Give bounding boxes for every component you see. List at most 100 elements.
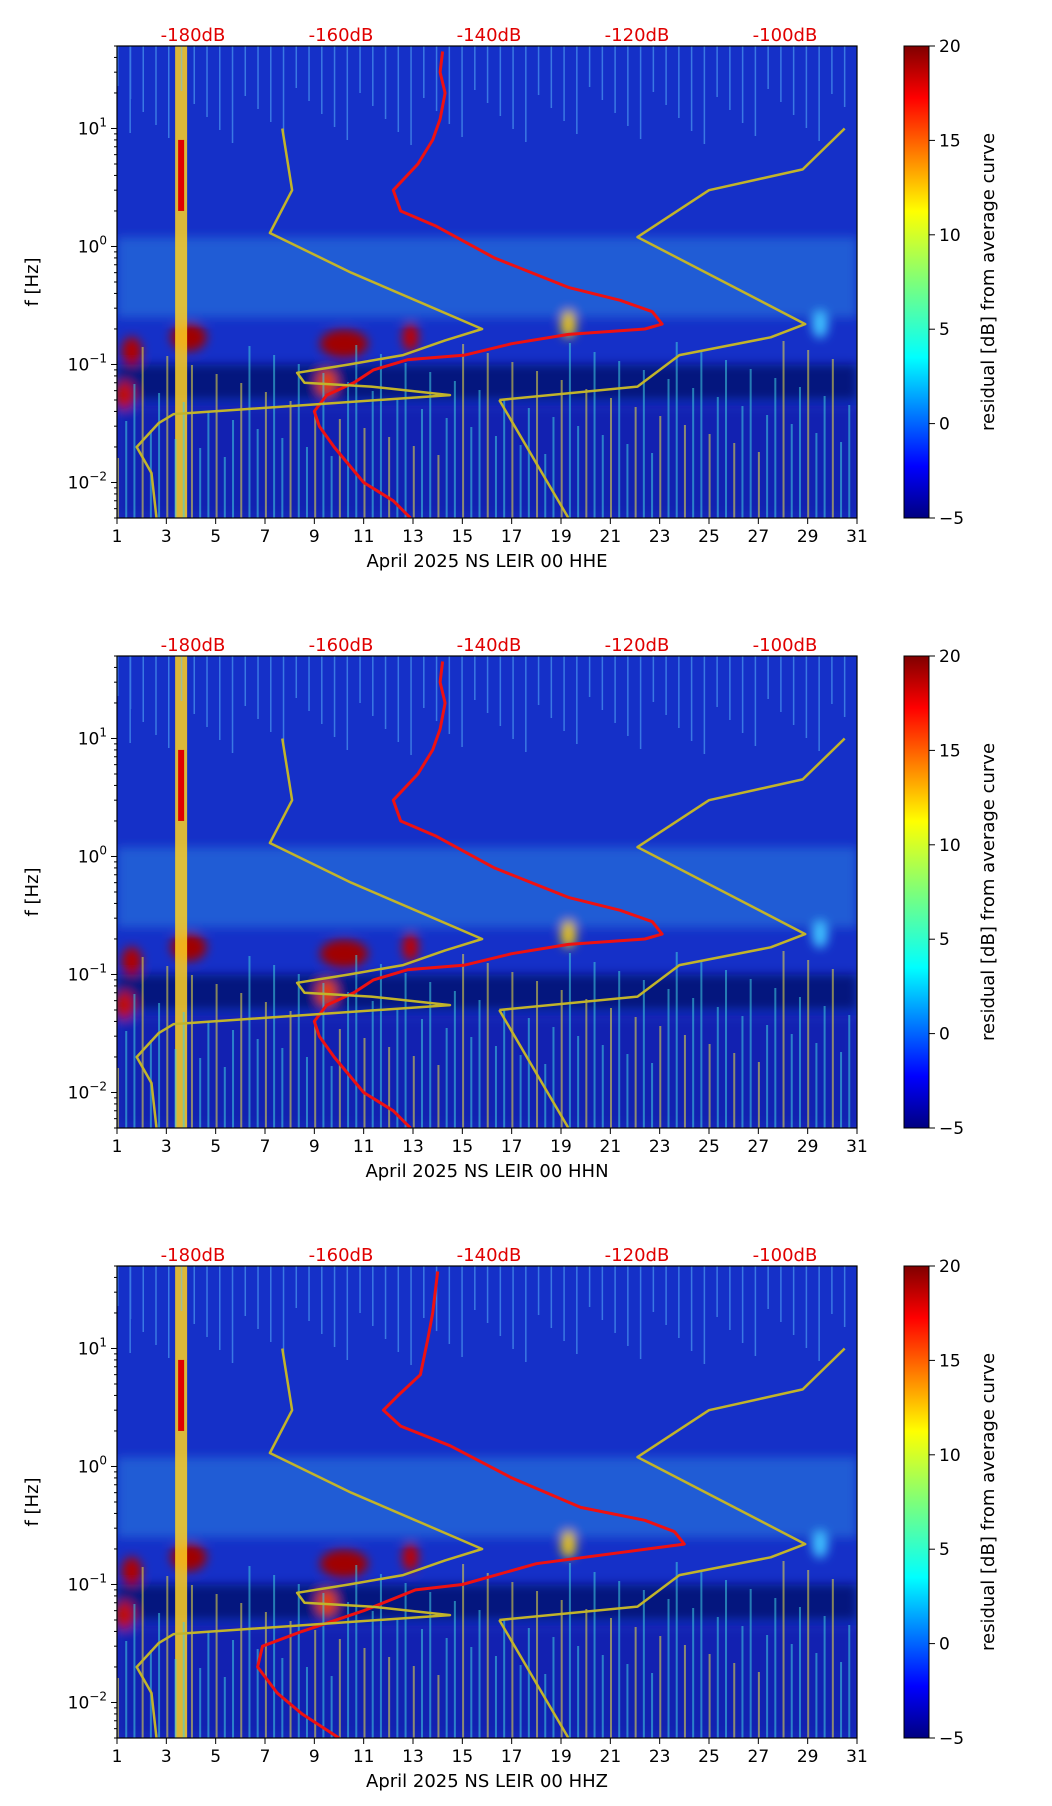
streak — [421, 409, 424, 518]
x-axis-label: April 2025 NS LEIR 00 HHN — [365, 1161, 608, 1182]
streak — [749, 979, 752, 1128]
streak — [321, 656, 323, 724]
streak — [525, 656, 527, 752]
streak — [831, 359, 834, 518]
streak — [601, 46, 604, 100]
db-scale-label: -160dB — [309, 1245, 374, 1266]
streak — [244, 656, 247, 706]
y-tick-exponent: 0 — [99, 843, 107, 857]
red-noise-curve — [312, 51, 664, 518]
db-scale-label: -180dB — [161, 1245, 226, 1266]
streak — [117, 1068, 119, 1128]
colorbar-tick-label: 10 — [939, 836, 961, 856]
streak — [445, 1638, 448, 1738]
streak — [281, 1048, 284, 1128]
streak — [219, 1266, 221, 1350]
persistent-signal-column — [175, 46, 188, 518]
streak — [780, 656, 782, 712]
streak — [346, 46, 349, 140]
x-tick-label: 7 — [260, 527, 271, 547]
streak — [790, 1644, 793, 1738]
x-tick-label: 31 — [846, 1137, 868, 1157]
streak — [330, 1066, 333, 1128]
streak — [544, 1674, 547, 1738]
microseism-band — [117, 847, 857, 928]
colorbar-tick-label: 15 — [939, 1351, 961, 1371]
y-tick-label: 100 — [78, 233, 107, 257]
streak — [168, 656, 170, 748]
streak — [805, 656, 808, 738]
x-tick-label: 15 — [452, 1747, 474, 1767]
streak — [168, 46, 170, 138]
y-tick-label: 10−2 — [68, 1689, 107, 1713]
streak — [780, 46, 782, 102]
streak — [182, 1012, 185, 1128]
streak — [232, 420, 235, 518]
y-tick-base: 10 — [68, 355, 90, 375]
streak — [190, 365, 193, 518]
hf-streaks — [117, 1266, 857, 1365]
streak — [634, 1017, 637, 1128]
streak — [355, 345, 358, 518]
hf-streaks — [117, 656, 857, 755]
streak — [823, 396, 826, 518]
streak — [774, 1598, 777, 1738]
streak — [410, 1266, 412, 1365]
x-tick-label: 1 — [112, 527, 123, 547]
streak — [593, 962, 596, 1128]
streak — [295, 46, 298, 88]
energy-burst — [812, 1530, 828, 1559]
streak — [511, 972, 514, 1128]
streak — [429, 372, 432, 518]
streak — [158, 1003, 161, 1128]
x-tick-label: 3 — [161, 1137, 172, 1157]
streak — [767, 46, 769, 89]
streak — [831, 46, 833, 94]
streak — [716, 656, 718, 707]
streak — [372, 46, 374, 106]
streak — [448, 1266, 451, 1344]
y-tick-label: 101 — [78, 725, 107, 749]
streak — [379, 354, 382, 518]
y-tick-exponent: −2 — [89, 469, 107, 483]
streak — [363, 428, 366, 518]
streak — [733, 1663, 736, 1738]
streak — [256, 1039, 259, 1128]
x-tick-label: 5 — [210, 527, 221, 547]
streak — [512, 1266, 514, 1349]
streak — [199, 1668, 202, 1738]
streak — [576, 1266, 578, 1354]
streak — [371, 391, 374, 518]
streak — [404, 973, 407, 1128]
streak — [659, 1026, 662, 1128]
x-tick-label: 1 — [112, 1137, 123, 1157]
streak — [474, 656, 476, 700]
streak — [273, 965, 276, 1128]
model-curve — [499, 127, 846, 402]
colorbar-tick-label: −5 — [939, 509, 964, 529]
y-tick-base: 10 — [78, 237, 100, 257]
streak — [683, 1035, 686, 1128]
colorbar: 20 15 10 5 0 −5 residual [dB] from average cur… — [903, 37, 999, 529]
streak — [840, 442, 843, 518]
streak — [453, 991, 456, 1128]
streak — [379, 1574, 382, 1738]
streak — [206, 46, 208, 117]
colorbar: 20 15 10 5 0 −5 residual [dB] from average cur… — [903, 647, 999, 1139]
streak — [552, 1027, 555, 1128]
streak — [372, 656, 374, 716]
streak — [639, 656, 642, 749]
streak — [379, 964, 382, 1128]
streak — [359, 656, 361, 703]
streak — [372, 1266, 374, 1326]
streak — [384, 656, 387, 729]
streak — [792, 1266, 795, 1335]
streak — [792, 656, 795, 725]
streak — [634, 407, 637, 518]
model-curve — [498, 1009, 570, 1128]
streak — [716, 1617, 719, 1738]
streak — [295, 656, 298, 698]
streak — [639, 46, 642, 139]
streak — [536, 1591, 539, 1738]
streak — [519, 1055, 522, 1128]
